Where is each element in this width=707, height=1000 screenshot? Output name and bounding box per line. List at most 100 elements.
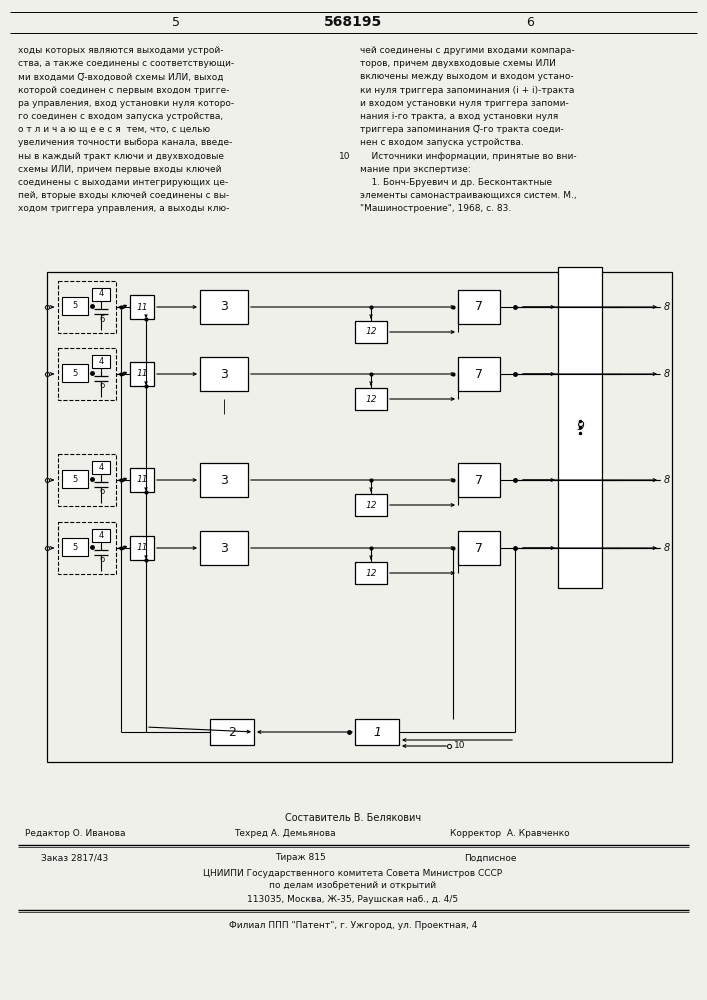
Text: 5: 5	[72, 302, 78, 310]
Bar	[355, 562, 387, 584]
Bar	[92, 355, 110, 368]
Text: 8: 8	[664, 302, 670, 312]
Bar	[62, 364, 88, 382]
Bar	[62, 297, 88, 315]
Text: включены между выходом и входом устано-: включены между выходом и входом устано-	[360, 72, 573, 81]
Bar	[130, 295, 154, 319]
Text: 568195: 568195	[324, 15, 382, 29]
Text: схемы ИЛИ, причем первые входы ключей: схемы ИЛИ, причем первые входы ключей	[18, 165, 221, 174]
Bar	[58, 348, 116, 400]
Text: 3: 3	[220, 542, 228, 554]
Text: 10: 10	[339, 152, 350, 161]
Text: Подписное: Подписное	[464, 854, 516, 862]
Bar	[58, 281, 116, 333]
Text: ми входами Q̅-входовой схемы ИЛИ, выход: ми входами Q̅-входовой схемы ИЛИ, выход	[18, 72, 223, 81]
Text: о т л и ч а ю щ е е с я  тем, что, с целью: о т л и ч а ю щ е е с я тем, что, с цель…	[18, 125, 210, 134]
Bar	[62, 470, 88, 488]
Text: Составитель В. Белякович: Составитель В. Белякович	[285, 813, 421, 823]
Text: элементы самонастраивающихся систем. М.,: элементы самонастраивающихся систем. М.,	[360, 191, 577, 200]
Bar	[92, 529, 110, 542]
Text: и входом установки нуля триггера запоми-: и входом установки нуля триггера запоми-	[360, 99, 568, 108]
Bar	[458, 531, 500, 565]
Bar	[58, 454, 116, 506]
Text: 5: 5	[172, 15, 180, 28]
Bar	[92, 288, 110, 301]
Bar	[355, 388, 387, 410]
Bar	[458, 290, 500, 324]
Text: 1. Бонч-Бруевич и др. Бесконтактные: 1. Бонч-Бруевич и др. Бесконтактные	[360, 178, 552, 187]
Text: пей, вторые входы ключей соединены с вы-: пей, вторые входы ключей соединены с вы-	[18, 191, 229, 200]
Text: 12: 12	[366, 500, 377, 510]
Text: увеличения точности выбора канала, введе-: увеличения точности выбора канала, введе…	[18, 138, 233, 147]
Text: 3: 3	[220, 474, 228, 487]
Text: нен с входом запуска устройства.: нен с входом запуска устройства.	[360, 138, 524, 147]
Bar	[200, 531, 248, 565]
Text: ЦНИИПИ Государственного комитета Совета Министров СССР: ЦНИИПИ Государственного комитета Совета …	[204, 868, 503, 878]
Text: 7: 7	[475, 367, 483, 380]
Text: 4: 4	[98, 462, 104, 472]
Text: ки нуля триггера запоминания (i + i)-тракта: ки нуля триггера запоминания (i + i)-тра…	[360, 86, 574, 95]
Text: 6: 6	[99, 556, 105, 564]
Bar	[62, 538, 88, 556]
Text: 9: 9	[576, 420, 584, 434]
Text: ходы которых являются выходами устрой-: ходы которых являются выходами устрой-	[18, 46, 223, 55]
Text: 8: 8	[664, 475, 670, 485]
Text: чей соединены с другими входами компара-: чей соединены с другими входами компара-	[360, 46, 575, 55]
Bar	[92, 461, 110, 474]
Text: 10: 10	[454, 742, 465, 750]
Text: Редактор О. Иванова: Редактор О. Иванова	[25, 830, 125, 838]
Text: 6: 6	[526, 15, 534, 28]
Text: Источники информации, принятые во вни-: Источники информации, принятые во вни-	[360, 152, 577, 161]
Text: нания i-го тракта, а вход установки нуля: нания i-го тракта, а вход установки нуля	[360, 112, 559, 121]
Text: 12: 12	[366, 328, 377, 336]
Text: 2: 2	[228, 726, 236, 738]
Bar	[200, 357, 248, 391]
Text: Корректор  А. Кравченко: Корректор А. Кравченко	[450, 830, 570, 838]
Text: 4: 4	[98, 357, 104, 365]
Bar	[355, 321, 387, 343]
Text: 3: 3	[220, 367, 228, 380]
Bar	[355, 719, 399, 745]
Text: ны в каждый тракт ключи и двухвходовые: ны в каждый тракт ключи и двухвходовые	[18, 152, 224, 161]
Text: ра управления, вход установки нуля которо-: ра управления, вход установки нуля котор…	[18, 99, 234, 108]
Text: ства, а также соединены с соответствующи-: ства, а также соединены с соответствующи…	[18, 59, 234, 68]
Text: 113035, Москва, Ж-35, Раушская наб., д. 4/5: 113035, Москва, Ж-35, Раушская наб., д. …	[247, 894, 459, 904]
Text: 3: 3	[220, 300, 228, 314]
Text: 7: 7	[475, 542, 483, 554]
Text: 4: 4	[98, 530, 104, 540]
Text: 11: 11	[136, 302, 148, 312]
Bar	[458, 463, 500, 497]
Text: 7: 7	[475, 300, 483, 314]
Text: триггера запоминания Q̅-го тракта соеди-: триггера запоминания Q̅-го тракта соеди-	[360, 125, 563, 134]
Bar	[210, 719, 254, 745]
Text: Тираж 815: Тираж 815	[274, 854, 325, 862]
Bar	[58, 522, 116, 574]
Bar	[130, 536, 154, 560]
Text: го соединен с входом запуска устройства,: го соединен с входом запуска устройства,	[18, 112, 223, 121]
Text: "Машиностроение", 1968, с. 83.: "Машиностроение", 1968, с. 83.	[360, 204, 511, 213]
Text: 5: 5	[72, 368, 78, 377]
Text: соединены с выходами интегрирующих це-: соединены с выходами интегрирующих це-	[18, 178, 228, 187]
Text: ходом триггера управления, а выходы клю-: ходом триггера управления, а выходы клю-	[18, 204, 229, 213]
Text: 8: 8	[664, 369, 670, 379]
Bar	[200, 463, 248, 497]
Text: 5: 5	[72, 475, 78, 484]
Text: 12: 12	[366, 394, 377, 403]
Text: 11: 11	[136, 476, 148, 485]
Text: 4: 4	[98, 290, 104, 298]
Text: 6: 6	[99, 314, 105, 324]
Bar	[458, 357, 500, 391]
Bar	[47, 272, 672, 762]
Text: 5: 5	[72, 542, 78, 552]
Bar	[130, 362, 154, 386]
Text: Заказ 2817/43: Заказ 2817/43	[42, 854, 109, 862]
Text: 11: 11	[136, 544, 148, 552]
Bar	[130, 468, 154, 492]
Bar	[355, 494, 387, 516]
Text: мание при экспертизе:: мание при экспертизе:	[360, 165, 471, 174]
Text: 11: 11	[136, 369, 148, 378]
Text: которой соединен с первым входом тригге-: которой соединен с первым входом тригге-	[18, 86, 230, 95]
Text: 8: 8	[664, 543, 670, 553]
Text: 12: 12	[366, 568, 377, 578]
Text: торов, причем двухвходовые схемы ИЛИ: торов, причем двухвходовые схемы ИЛИ	[360, 59, 556, 68]
